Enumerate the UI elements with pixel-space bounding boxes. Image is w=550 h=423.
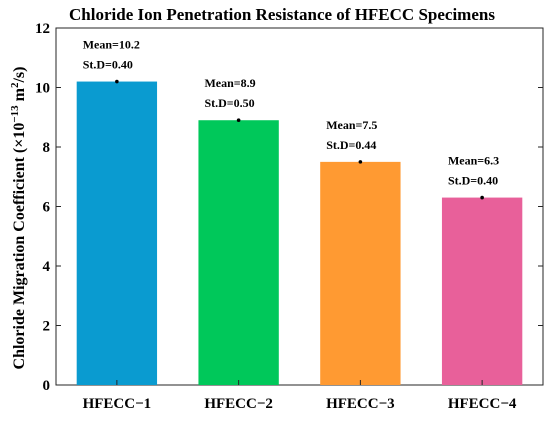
y-tick-label: 0 (43, 378, 51, 394)
y-axis-label: Chloride Migration Coefficient (×10−13 m… (9, 67, 28, 370)
y-tick-label: 2 (43, 319, 51, 335)
x-tick-label: HFECC−1 (83, 396, 152, 412)
y-tick-label: 10 (35, 81, 50, 97)
bar-1 (76, 81, 158, 386)
bar-4 (441, 197, 523, 385)
y-tick-label: 8 (43, 140, 51, 156)
std-annotation-3: St.D=0.44 (326, 138, 376, 152)
y-tick-label: 12 (35, 21, 50, 37)
std-annotation-4: St.D=0.40 (448, 174, 498, 188)
mean-annotation-3: Mean=7.5 (326, 118, 377, 132)
x-tick-label: HFECC−3 (326, 396, 395, 412)
y-tick-label: 6 (43, 200, 51, 216)
x-tick-label: HFECC−2 (204, 396, 273, 412)
plot-area: 0 2 4 6 8 10 12 HFECC−1 Mean=10.2 St.D=0.40 HFECC−… (35, 21, 544, 412)
mean-annotation-1: Mean=10.2 (83, 38, 140, 52)
bar-3 (320, 161, 401, 385)
y-axis-label-exponent: −13 (9, 105, 21, 123)
y-axis-label-unit: m (11, 87, 28, 105)
std-annotation-2: St.D=0.50 (204, 96, 254, 110)
chart-title: Chloride Ion Penetration Resistance of H… (69, 5, 495, 24)
y-axis-label-exponent2: 2 (9, 82, 21, 88)
x-tick-label: HFECC−4 (448, 396, 517, 412)
mean-marker-4 (480, 195, 484, 200)
std-annotation-1: St.D=0.40 (83, 58, 133, 72)
y-tick-label: 4 (43, 259, 51, 275)
mean-marker-3 (358, 160, 363, 164)
mean-marker-1 (115, 79, 119, 84)
mean-annotation-4: Mean=6.3 (448, 154, 499, 168)
mean-annotation-2: Mean=8.9 (204, 76, 255, 90)
y-axis-label-main: Chloride Migration Coefficient (×10 (11, 123, 28, 370)
bar-2 (198, 120, 279, 385)
mean-marker-2 (236, 118, 241, 123)
y-axis-label-end: /s) (11, 67, 28, 84)
